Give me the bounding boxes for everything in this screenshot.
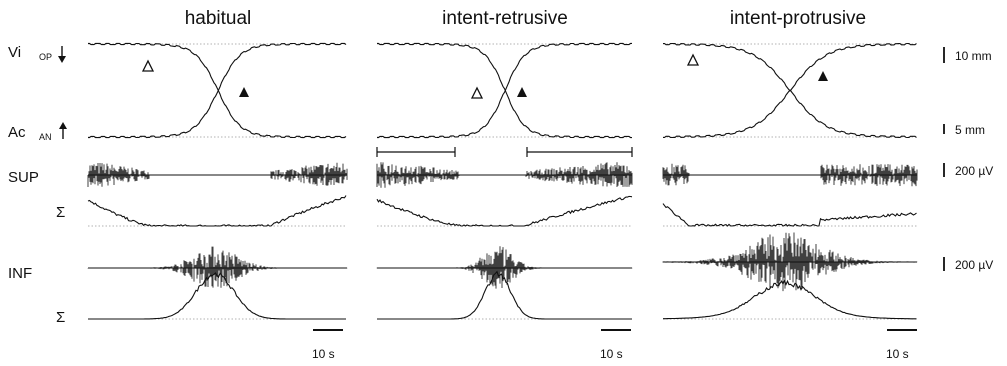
filled-triangle-marker-2 bbox=[517, 87, 527, 97]
scale-label-5mm: 5 mm bbox=[955, 123, 985, 137]
scale-label-10mm: 10 mm bbox=[955, 49, 992, 63]
panel-title-intent-protrusive: intent-protrusive bbox=[730, 8, 866, 29]
row-label-sigma-sup: Σ bbox=[56, 204, 65, 221]
trace-inf-sigma-2 bbox=[377, 270, 632, 320]
open-triangle-marker-2 bbox=[470, 86, 484, 99]
time-scale-label-3: 10 s bbox=[886, 347, 909, 361]
time-scale-label-2: 10 s bbox=[600, 347, 623, 361]
stimulus-bar-right bbox=[526, 147, 633, 157]
scale-label-200uv-sup: 200 µV bbox=[955, 164, 993, 178]
panel-title-habitual: habitual bbox=[185, 8, 252, 29]
trace-ac-1 bbox=[88, 42, 347, 139]
open-triangle-marker-1 bbox=[141, 59, 155, 72]
row-label-ac: Ac bbox=[8, 124, 26, 141]
filled-triangle-marker-3 bbox=[818, 71, 828, 81]
trace-vi-3 bbox=[663, 42, 917, 139]
traces-layer bbox=[87, 42, 918, 320]
row-sublabel-an: AN bbox=[39, 132, 52, 142]
trace-sup-sigma-1 bbox=[87, 195, 347, 227]
trace-sup-sigma-3 bbox=[662, 203, 917, 227]
trace-ac-3 bbox=[663, 42, 917, 139]
stimulus-bar-left bbox=[376, 147, 456, 157]
row-sublabel-op: OP bbox=[39, 52, 52, 62]
row-label-vi: Vi bbox=[8, 44, 21, 61]
row-label-sup: SUP bbox=[8, 169, 39, 186]
arrow-down-icon bbox=[58, 46, 66, 63]
trace-sup-sigma-2 bbox=[376, 195, 633, 227]
open-triangle-marker-3 bbox=[686, 53, 700, 66]
row-label-sigma-inf: Σ bbox=[56, 309, 65, 326]
trace-inf-sigma-1 bbox=[88, 272, 346, 320]
trace-ac-2 bbox=[377, 42, 632, 139]
row-label-inf: INF bbox=[8, 265, 32, 282]
scale-label-200uv-inf: 200 µV bbox=[955, 258, 993, 272]
time-scale-label-1: 10 s bbox=[312, 347, 335, 361]
trace-inf-emg-2 bbox=[376, 246, 633, 289]
filled-triangle-marker-1 bbox=[239, 87, 249, 97]
trace-vi-1 bbox=[88, 42, 347, 139]
arrow-up-icon bbox=[59, 122, 67, 139]
panel-title-intent-retrusive: intent-retrusive bbox=[442, 8, 568, 29]
trace-inf-emg-1 bbox=[87, 246, 348, 288]
trace-inf-sigma-3 bbox=[663, 279, 917, 320]
trace-vi-2 bbox=[377, 42, 632, 139]
